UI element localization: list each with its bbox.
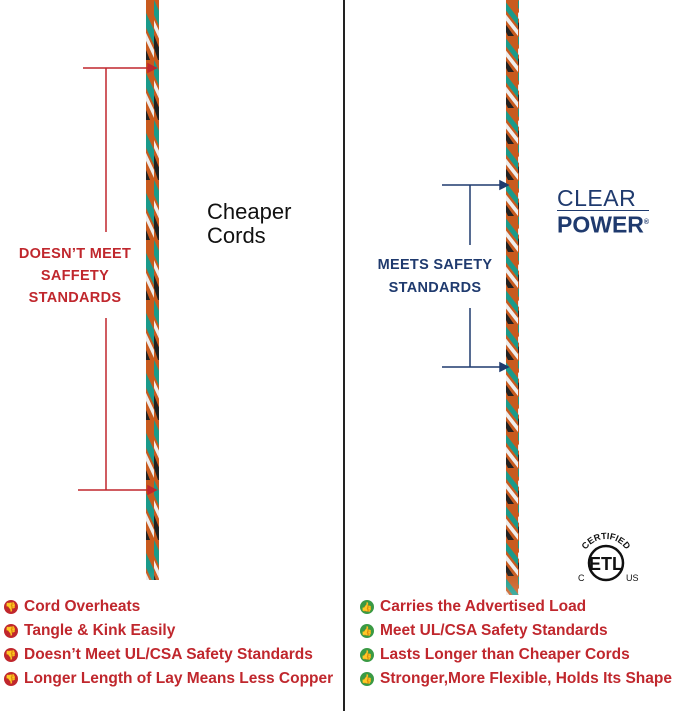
- thumbs-down-icon: 👎: [4, 600, 18, 614]
- clearpower-logo: CLEAR: [557, 185, 637, 211]
- thumbs-up-icon: 👍: [360, 672, 374, 686]
- list-item: 👍 Carries the Advertised Load: [360, 595, 672, 619]
- heading-line: Cords: [207, 223, 266, 248]
- drawbacks-list: 👎 Cord Overheats 👎 Tangle & Kink Easily 👎 D…: [4, 595, 333, 691]
- left-measure-arrows: [78, 62, 158, 496]
- cheaper-cords-heading: Cheaper Cords: [207, 200, 291, 248]
- meets-safety-label: MEETS SAFETY STANDARDS: [360, 254, 510, 300]
- benefits-list: 👍 Carries the Advertised Load 👍 Meet UL/CS…: [360, 595, 672, 691]
- thumbs-up-icon: 👍: [360, 624, 374, 638]
- list-item: 👎 Tangle & Kink Easily: [4, 619, 333, 643]
- cert-us: US: [626, 573, 639, 583]
- registered-mark: ®: [643, 219, 650, 226]
- item-text: Longer Length of Lay Means Less Copper: [24, 670, 334, 687]
- list-item: 👍 Meet UL/CSA Safety Standards: [360, 619, 672, 643]
- list-item: 👍 Lasts Longer than Cheaper Cords: [360, 643, 672, 667]
- thumbs-down-icon: 👎: [4, 672, 18, 686]
- thumbs-up-icon: 👍: [360, 648, 374, 662]
- thumbs-up-icon: 👍: [360, 600, 374, 614]
- list-item: 👎 Longer Length of Lay Means Less Copper: [4, 667, 333, 691]
- divider: [343, 0, 345, 711]
- thumbs-down-icon: 👎: [4, 648, 18, 662]
- right-measure-arrows: [442, 179, 510, 373]
- clearpower-logo-power: POWER®: [557, 210, 650, 238]
- clearpower-cord-image: [506, 0, 519, 595]
- label-line: DOESN’T MEET: [18, 246, 132, 262]
- thumbs-down-icon: 👎: [4, 624, 18, 638]
- label-line: MEETS SAFETY: [377, 257, 493, 273]
- label-line: STANDARDS: [28, 290, 122, 306]
- cheap-cord-image: [146, 0, 159, 580]
- item-text: Cord Overheats: [24, 598, 141, 615]
- heading-line: Cheaper: [207, 199, 292, 224]
- item-text: Tangle & Kink Easily: [24, 622, 176, 639]
- label-line: STANDARDS: [388, 280, 482, 296]
- etl-certified-icon: CERTIFIED ETL C US: [578, 531, 639, 583]
- item-text: Meet UL/CSA Safety Standards: [380, 622, 608, 639]
- item-text: Carries the Advertised Load: [380, 598, 587, 615]
- cert-c: C: [578, 573, 585, 583]
- doesnt-meet-label: DOESN’T MEET SAFFETY STANDARDS: [0, 243, 150, 309]
- item-text: Lasts Longer than Cheaper Cords: [380, 646, 630, 663]
- cert-top: CERTIFIED: [580, 531, 633, 552]
- list-item: 👎 Cord Overheats: [4, 595, 333, 619]
- cert-mark: ETL: [589, 554, 623, 574]
- item-text: Doesn’t Meet UL/CSA Safety Standards: [24, 646, 313, 663]
- label-line: SAFFETY: [40, 268, 110, 284]
- list-item: 👍 Stronger,More Flexible, Holds Its Shape: [360, 667, 672, 691]
- list-item: 👎 Doesn’t Meet UL/CSA Safety Standards: [4, 643, 333, 667]
- logo-text: POWER: [557, 211, 644, 238]
- svg-text:CERTIFIED: CERTIFIED: [580, 531, 633, 552]
- item-text: Stronger,More Flexible, Holds Its Shape: [380, 670, 672, 687]
